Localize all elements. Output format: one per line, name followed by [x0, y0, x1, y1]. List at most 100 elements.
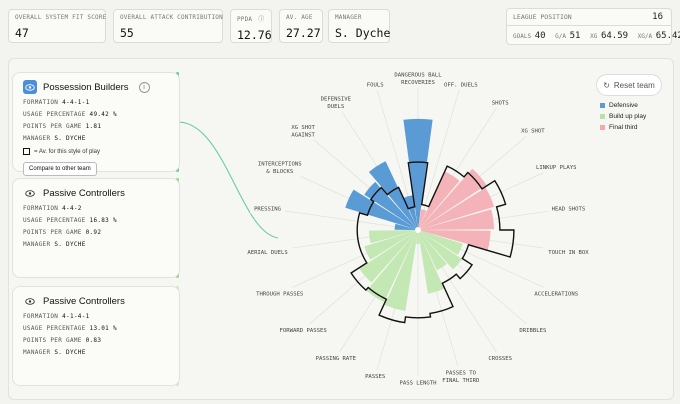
svg-text:INTERCEPTIONS: INTERCEPTIONS [258, 161, 302, 167]
card-title: Possession Builders [43, 81, 129, 93]
ppg-value: 0.92 [85, 229, 102, 236]
kpi-ppda: PPDA ⓘ 12.76 [230, 9, 272, 43]
axis-label-interceptions-blocks: INTERCEPTIONS & BLOCKS [253, 157, 307, 177]
bar-head-shots[interactable] [418, 209, 494, 230]
svg-text:DUELS: DUELS [327, 104, 344, 110]
bar-fouls[interactable] [403, 195, 418, 230]
legend-item-final-third: Final third [600, 124, 646, 131]
average-outline [350, 161, 515, 324]
xga-value: 65.42 [655, 31, 680, 41]
reset-team-button[interactable]: ↻ Reset team [596, 74, 662, 96]
bar-interceptions-blocks[interactable] [345, 189, 418, 230]
bar-through-passes[interactable] [364, 230, 418, 260]
bar-touch-in-box[interactable] [418, 230, 491, 250]
bar-dribbles[interactable] [418, 230, 462, 270]
kpi-label: AV. AGE [286, 14, 313, 21]
usage-value: 16.83 % [89, 217, 117, 224]
bar-passes-to-final-third[interactable] [418, 230, 445, 294]
svg-text:FINAL THIRD: FINAL THIRD [442, 378, 480, 384]
ppg-row: POINTS PER GAME 1.81 [23, 123, 102, 130]
axis-label-dribbles: DRIBBLES [515, 323, 551, 336]
svg-text:OFF. DUELS: OFF. DUELS [444, 82, 478, 88]
average-swatch [23, 148, 30, 155]
ga-value: 51 [569, 31, 581, 41]
svg-text:PRESSING: PRESSING [254, 207, 282, 213]
bar-crosses[interactable] [418, 230, 447, 271]
axis-label-pass-length: PASS LENGTH [395, 376, 441, 388]
svg-text:PASS LENGTH: PASS LENGTH [399, 380, 436, 386]
bar-passing-rate[interactable] [366, 230, 418, 302]
eye-icon[interactable] [23, 186, 37, 200]
legend-item-build-up: Build up play [600, 113, 646, 120]
eye-icon[interactable] [23, 294, 37, 308]
kpi-value: S. Dyche [335, 26, 391, 40]
svg-text:FORWARD PASSES: FORWARD PASSES [280, 328, 327, 334]
league-stat-row: GOALS 40 G/A 51 XG 64.59 XG/A 65.42 [513, 31, 680, 41]
usage-value: 13.01 % [89, 325, 117, 332]
formation-value: 4-4-2 [62, 205, 82, 212]
center-dot [415, 227, 421, 233]
svg-text:ACCELERATIONS: ACCELERATIONS [534, 291, 578, 297]
bar-shots[interactable] [418, 171, 460, 230]
bar-passes[interactable] [384, 230, 418, 311]
manager-row: MANAGER S. DYCHE [23, 135, 86, 142]
kpi-av-age: AV. AGE 27.27 [279, 9, 323, 43]
axis-label-pressing: PRESSING [250, 202, 285, 215]
bar-pressing[interactable] [394, 223, 418, 230]
kpi-value: 27.27 [286, 26, 321, 40]
kpi-attack-contribution: OVERALL ATTACK CONTRIBUTION 55 [113, 9, 223, 43]
bar-xg-shot-against[interactable] [364, 181, 418, 230]
kpi-label: OVERALL ATTACK CONTRIBUTION [120, 14, 223, 21]
formation-row: FORMATION 4-4-1-1 [23, 99, 90, 106]
bar-xg-shot[interactable] [418, 168, 487, 230]
ppg-row: POINTS PER GAME 0.92 [23, 229, 102, 236]
bar-dangerous-ball-recoveries[interactable] [403, 118, 433, 230]
league-position-value: 16 [652, 12, 663, 22]
manager-value: S. DYCHE [54, 349, 86, 356]
info-icon[interactable]: i [138, 81, 150, 93]
style-card-passive-controllers-2[interactable]: Passive Controllers FORMATION 4-1-4-1 US… [12, 286, 180, 386]
eye-icon[interactable] [23, 80, 37, 94]
axis-label-crosses: CROSSES [484, 352, 516, 364]
axis-label-shots: SHOTS [488, 96, 513, 108]
bar-forward-passes[interactable] [359, 230, 418, 283]
reset-label: Reset team [613, 80, 655, 90]
bar-defensive-duels[interactable] [368, 161, 418, 230]
info-icon[interactable]: ⓘ [258, 16, 265, 23]
axis-label-xg-shot: XG SHOT [517, 124, 549, 137]
svg-text:CROSSES: CROSSES [488, 356, 512, 362]
compare-button[interactable]: Compare to other team [23, 162, 97, 176]
svg-text:PASSING RATE: PASSING RATE [316, 356, 357, 362]
bar-off-duels[interactable] [418, 209, 427, 230]
kpi-manager: MANAGER S. Dyche [328, 9, 390, 43]
style-card-possession-builders[interactable]: Possession Builders i FORMATION 4-4-1-1 … [12, 72, 180, 176]
svg-text:PASSES: PASSES [365, 374, 385, 380]
bar-accelerations[interactable] [418, 230, 463, 255]
xg-value: 64.59 [600, 31, 629, 41]
bar-pass-length[interactable] [416, 230, 420, 245]
manager-row: MANAGER S. DYCHE [23, 241, 86, 248]
bar-aerial-duels[interactable] [368, 230, 418, 244]
svg-text:DEFENSIVE: DEFENSIVE [321, 97, 352, 103]
svg-text:& BLOCKS: & BLOCKS [266, 169, 293, 175]
usage-row: USAGE PERCENTAGE 49.42 % [23, 111, 117, 118]
style-card-passive-controllers-1[interactable]: Passive Controllers FORMATION 4-4-2 USAG… [12, 178, 180, 278]
formation-value: 4-4-1-1 [62, 99, 90, 106]
usage-row: USAGE PERCENTAGE 16.83 % [23, 217, 117, 224]
axis-label-linkup-plays: LINKUP PLAYS [531, 161, 581, 173]
chart-legend: Defensive Build up play Final third [600, 102, 646, 135]
formation-value: 4-1-4-1 [62, 313, 90, 320]
ga-label: G/A [555, 33, 566, 40]
axis-label-accelerations: ACCELERATIONS [529, 287, 583, 299]
svg-text:XG SHOT: XG SHOT [521, 129, 545, 135]
manager-value: S. DYCHE [54, 241, 86, 248]
axis-label-forward-passes: FORWARD PASSES [274, 323, 332, 336]
kpi-value: 47 [15, 26, 29, 40]
svg-text:LINKUP PLAYS: LINKUP PLAYS [536, 165, 576, 171]
usage-value: 49.42 % [89, 111, 117, 118]
bar-linkup-plays[interactable] [418, 187, 495, 230]
spoke-line [417, 85, 461, 231]
card-title: Passive Controllers [43, 295, 125, 307]
